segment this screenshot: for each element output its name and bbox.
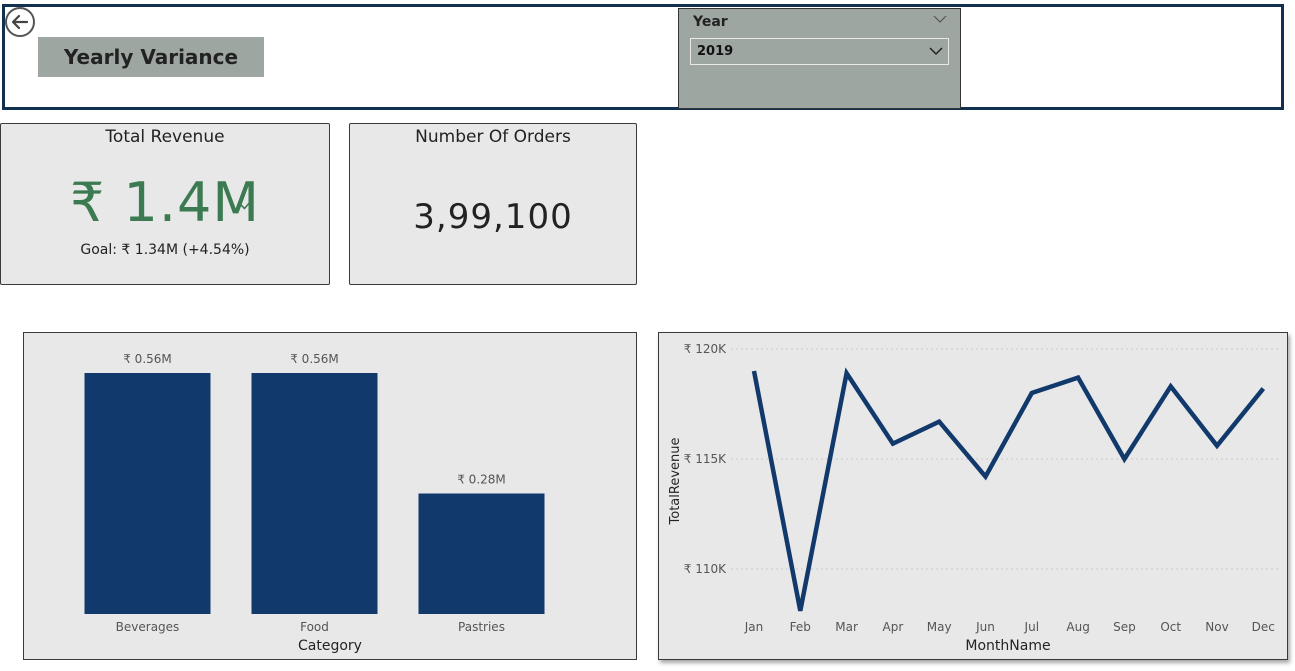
number-of-orders-card: Number Of Orders 3,99,100 bbox=[349, 123, 637, 285]
category-bar-chart-panel: ₹ 0.56M Beverages ₹ 0.56M Food ₹ 0.28M Pastri… bbox=[23, 332, 637, 660]
bar-beverages bbox=[84, 373, 211, 614]
number-of-orders-title: Number Of Orders bbox=[415, 127, 571, 147]
x-tick-label: May bbox=[927, 620, 952, 634]
bar-data-label: ₹ 0.56M bbox=[123, 352, 172, 366]
y-tick-label: ₹ 115K bbox=[684, 452, 727, 466]
x-tick-label: Jun bbox=[975, 620, 995, 634]
total-revenue-title: Total Revenue bbox=[105, 127, 225, 147]
back-button[interactable] bbox=[5, 7, 35, 37]
x-tick-label: Jul bbox=[1024, 620, 1039, 634]
year-dropdown[interactable]: 2019 bbox=[690, 38, 949, 65]
x-tick-label: Aug bbox=[1066, 620, 1089, 634]
x-axis-title: MonthName bbox=[965, 638, 1050, 654]
x-tick-label: Beverages bbox=[116, 620, 180, 634]
total-revenue-card: Total Revenue ₹ 1.4M Goal: ₹ 1.34M (+4.5… bbox=[0, 123, 330, 285]
bar-data-label: ₹ 0.28M bbox=[457, 473, 506, 487]
x-tick-label: Sep bbox=[1113, 620, 1136, 634]
bar-data-label: ₹ 0.56M bbox=[290, 352, 339, 366]
x-tick-label: Mar bbox=[835, 620, 858, 634]
x-tick-label: Pastries bbox=[458, 620, 505, 634]
total-revenue-goal: Goal: ₹ 1.34M (+4.54%) bbox=[80, 242, 250, 258]
year-dropdown-value: 2019 bbox=[697, 44, 734, 59]
page-title: Yearly Variance bbox=[63, 45, 239, 69]
monthly-revenue-line-chart: ₹ 110K ₹ 115K ₹ 120K Jan Feb Mar Apr May Jun Jul A… bbox=[668, 342, 1281, 654]
page-title-box: Yearly Variance bbox=[38, 37, 264, 77]
x-tick-label: Feb bbox=[790, 620, 811, 634]
year-slicer: Year 2019 bbox=[678, 8, 961, 109]
x-tick-label: Food bbox=[300, 620, 329, 634]
monthly-revenue-line-chart-panel: ₹ 110K ₹ 115K ₹ 120K Jan Feb Mar Apr May Jun Jul A… bbox=[658, 332, 1288, 660]
checkmark-icon bbox=[240, 200, 252, 210]
x-tick-label: Apr bbox=[883, 620, 904, 634]
number-of-orders-value: 3,99,100 bbox=[413, 197, 573, 237]
x-tick-label: Jan bbox=[744, 620, 764, 634]
revenue-series-line bbox=[751, 367, 1266, 612]
category-bar-chart: ₹ 0.56M Beverages ₹ 0.56M Food ₹ 0.28M Pastri… bbox=[84, 352, 545, 654]
bar-food bbox=[251, 373, 378, 614]
y-axis-title: TotalRevenue bbox=[668, 438, 683, 526]
chevron-down-icon bbox=[929, 47, 943, 56]
total-revenue-value: ₹ 1.4M bbox=[70, 171, 260, 234]
x-tick-label: Dec bbox=[1252, 620, 1275, 634]
x-tick-label: Oct bbox=[1160, 620, 1181, 634]
x-tick-label: Nov bbox=[1205, 620, 1228, 634]
back-arrow-icon bbox=[11, 14, 29, 30]
y-tick-label: ₹ 110K bbox=[684, 562, 727, 576]
chevron-down-icon[interactable] bbox=[933, 14, 947, 24]
y-tick-label: ₹ 120K bbox=[684, 342, 727, 356]
x-axis-title: Category bbox=[298, 638, 362, 654]
bar-pastries bbox=[418, 493, 545, 614]
year-slicer-label: Year bbox=[693, 14, 728, 30]
